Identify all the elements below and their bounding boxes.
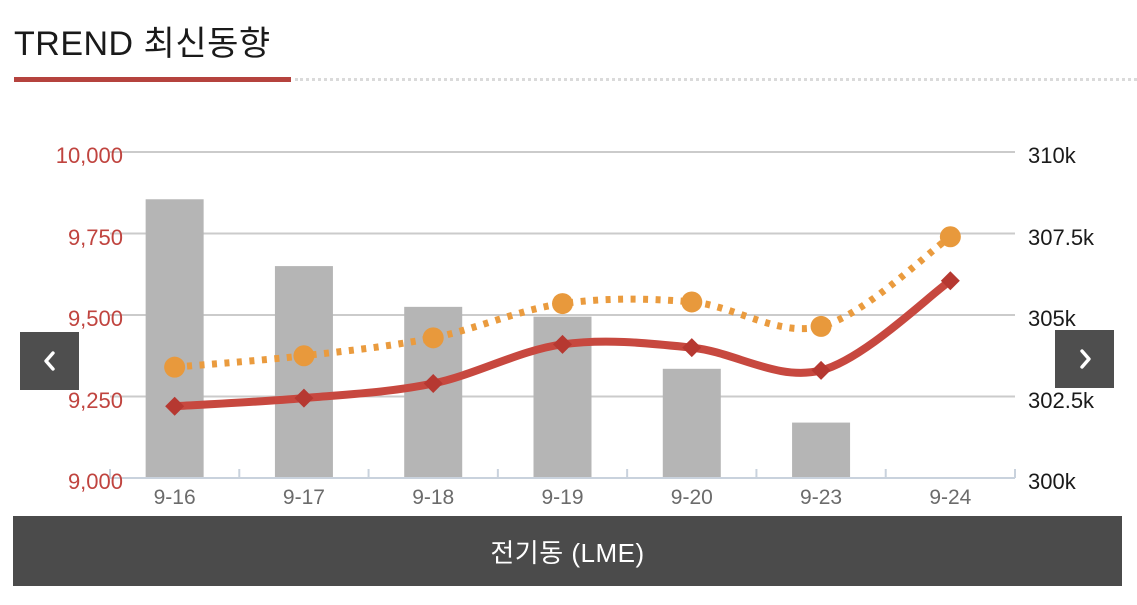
carousel-prev-button[interactable] (20, 332, 79, 390)
solid_line-marker-9-19 (553, 334, 572, 354)
bar-9-23 (792, 422, 851, 478)
page-title: TREND 최신동향 (14, 25, 271, 63)
chevron-right-icon (1079, 349, 1091, 369)
x-axis-label-9-16: 9-16 (153, 486, 196, 509)
chevron-left-icon (43, 351, 55, 371)
dotted_line-marker-9-20 (681, 291, 703, 313)
right-y-axis-labels: 310k 307.5k 305k 302.5k 300k (1028, 140, 1136, 510)
left-axis-tick-label: 10,000 (55, 143, 123, 168)
combo-chart-canvas (109, 151, 1016, 479)
x-axis-label-9-20: 9-20 (670, 486, 713, 509)
dotted_line-marker-9-24 (939, 226, 961, 248)
x-axis-label-9-24: 9-24 (929, 486, 972, 509)
x-axis-label-9-23: 9-23 (800, 486, 843, 509)
x-axis-label-9-19: 9-19 (541, 486, 584, 509)
left-axis-tick-label: 9,000 (67, 469, 123, 494)
dotted_line-marker-9-18 (422, 327, 444, 349)
dotted_line-marker-9-16 (164, 356, 186, 378)
left-y-axis-labels: 10,000 9,750 9,500 9,250 9,000 (0, 140, 123, 510)
right-axis-tick-label: 307.5k (1028, 224, 1095, 250)
dotted_line-marker-9-17 (293, 345, 315, 367)
bar-9-16 (145, 199, 204, 478)
solid_line-marker-9-24 (940, 271, 960, 291)
solid_line-marker-9-23 (811, 360, 831, 380)
solid_line-marker-9-16 (165, 396, 185, 416)
right-axis-tick-label: 302.5k (1028, 387, 1095, 413)
title-underline (14, 77, 1137, 82)
bar-9-17 (274, 266, 333, 478)
right-axis-tick-label: 300k (1028, 469, 1076, 494)
x-axis-label-9-18: 9-18 (412, 486, 455, 509)
left-axis-tick-label: 9,750 (67, 224, 123, 250)
left-axis-tick-label: 9,500 (67, 306, 123, 331)
bar-9-20 (662, 368, 721, 478)
title-underline-accent (14, 77, 291, 82)
dotted_line-marker-9-19 (552, 293, 573, 315)
chart-caption-bar: 전기동 (LME) (13, 516, 1122, 586)
left-axis-tick-label: 9,250 (67, 387, 123, 413)
right-axis-tick-label: 305k (1028, 306, 1076, 331)
solid_line-marker-9-17 (294, 388, 314, 408)
chart-caption: 전기동 (LME) (490, 537, 645, 568)
x-axis-labels: 9-16 9-17 9-18 9-19 9-20 9-23 9-24 (0, 140, 1137, 510)
solid_line-marker-9-20 (682, 338, 702, 358)
title-underline-dotted (295, 78, 1137, 81)
solid_line-marker-9-18 (423, 373, 443, 393)
trend-chart: 10,000 9,750 9,500 9,250 9,000 310k 307.5k 305… (0, 140, 1137, 510)
carousel-next-button[interactable] (1055, 330, 1114, 388)
dotted_line-marker-9-23 (810, 315, 832, 337)
right-axis-tick-label: 310k (1028, 143, 1076, 168)
x-axis-label-9-17: 9-17 (282, 486, 325, 509)
